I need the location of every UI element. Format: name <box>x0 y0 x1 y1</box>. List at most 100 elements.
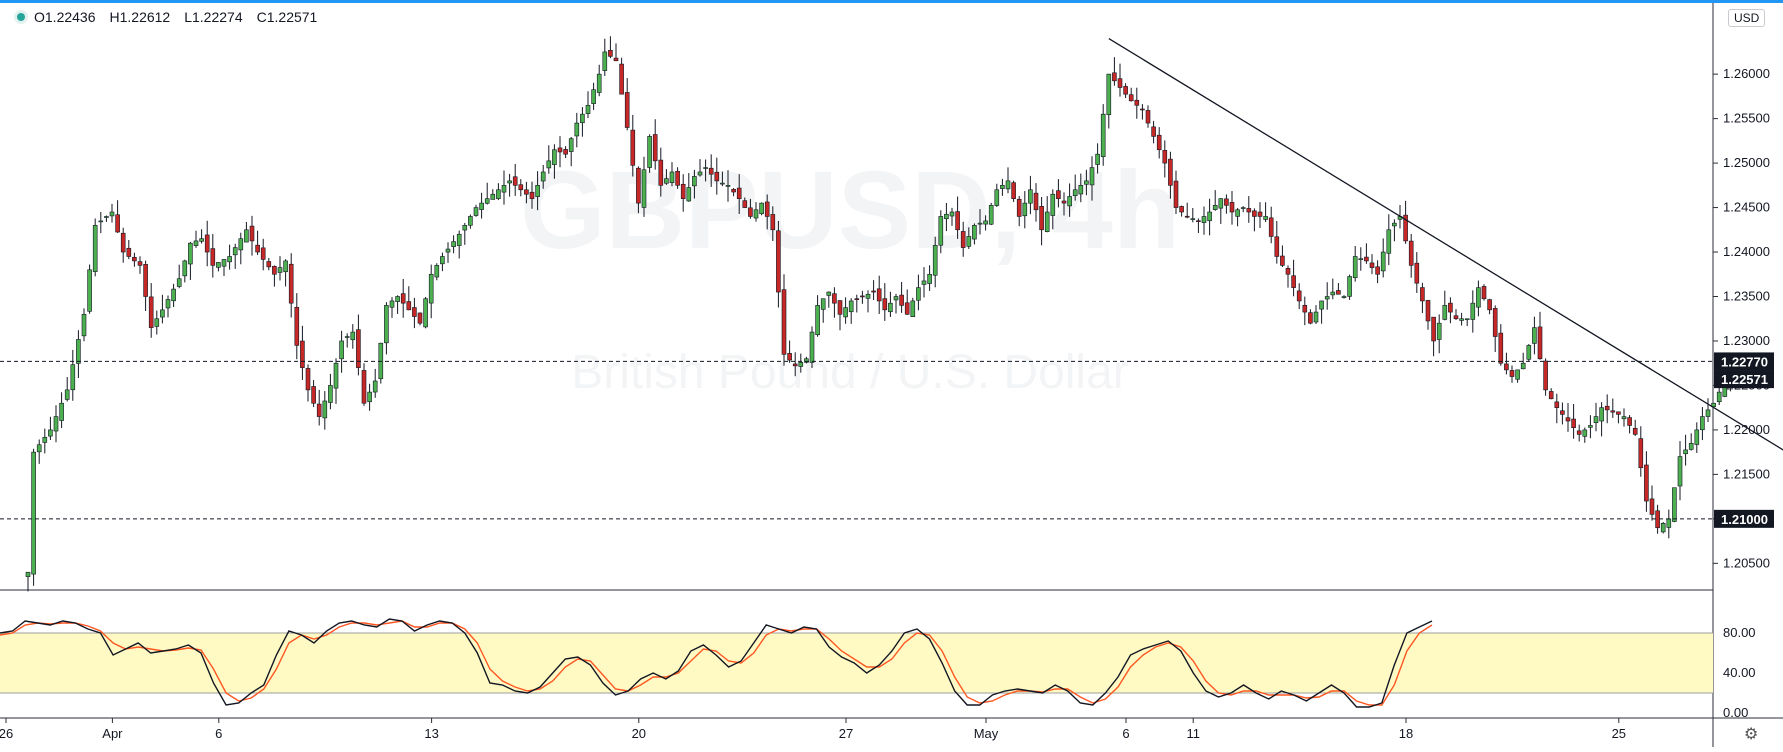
candle-up <box>1599 407 1604 422</box>
candle-down <box>1112 72 1117 82</box>
candle-up <box>496 189 501 199</box>
candle-up <box>1716 391 1722 403</box>
candle-up <box>1705 409 1711 417</box>
candle-up <box>1207 211 1212 222</box>
candle-down <box>871 290 876 293</box>
currency-button[interactable]: USD <box>1728 9 1766 27</box>
candle-up <box>720 182 725 185</box>
candle-down <box>1173 180 1179 208</box>
candle-up <box>176 278 182 287</box>
candle-up <box>916 287 921 301</box>
candle-up <box>826 291 832 296</box>
candle-down <box>1140 108 1145 111</box>
candle-up <box>1067 196 1072 207</box>
candle-down <box>1011 182 1016 199</box>
price-chart-svg[interactable]: GBPUSD, 4h British Pound / U.S. Dollar 1.2… <box>0 3 1783 747</box>
candle-up <box>1028 189 1033 204</box>
candle-up <box>104 216 109 218</box>
candle-up <box>1078 185 1084 195</box>
candle-down <box>417 312 423 324</box>
candle-down <box>1504 363 1509 371</box>
candle-up <box>423 298 428 328</box>
candle-up <box>221 259 227 267</box>
candle-up <box>384 305 389 344</box>
candle-up <box>820 298 826 310</box>
candle-up <box>848 300 854 313</box>
candle-up <box>1386 229 1392 254</box>
candle-down <box>1257 211 1263 217</box>
candle-down <box>708 167 714 175</box>
candle-down <box>882 298 888 311</box>
price-tick-label: 1.24500 <box>1723 200 1770 215</box>
candle-down <box>1610 410 1616 413</box>
candle-down <box>776 230 781 293</box>
candle-up <box>944 213 949 220</box>
candle-down <box>356 329 361 368</box>
candle-up <box>1106 73 1112 116</box>
gear-icon[interactable]: ⚙ <box>1744 726 1759 743</box>
candle-up <box>87 269 92 312</box>
candle-up <box>602 51 608 71</box>
candle-up <box>25 571 31 577</box>
candle-up <box>1582 429 1588 437</box>
candle-up <box>949 211 955 217</box>
candle-down <box>412 307 417 317</box>
candle-up <box>1436 322 1442 340</box>
candle-up <box>1683 449 1688 455</box>
candle-down <box>288 263 294 304</box>
candle-down <box>680 183 686 199</box>
candle-up <box>669 171 675 183</box>
candle-up <box>1470 302 1476 320</box>
resistance-trendline[interactable] <box>1108 38 1783 490</box>
candle-up <box>966 236 972 247</box>
candle-up <box>328 385 333 403</box>
candle-up <box>339 340 344 360</box>
legend-close: C1.22571 <box>256 9 318 25</box>
time-tick-label: May <box>974 726 999 741</box>
candle-up <box>1593 416 1599 423</box>
candle-up <box>1666 518 1672 528</box>
chart-area[interactable]: GBPUSD, 4h British Pound / U.S. Dollar 1.2… <box>0 3 1783 747</box>
candle-down <box>1168 158 1173 186</box>
candle-up <box>92 225 98 272</box>
candle-down <box>557 147 563 153</box>
candle-up <box>1694 429 1700 445</box>
candle-down <box>1548 391 1554 400</box>
candle-down <box>1448 302 1453 313</box>
candle-down <box>1425 300 1431 322</box>
candle-up <box>1700 416 1705 431</box>
candle-down <box>529 191 535 199</box>
time-tick-label: Apr <box>102 726 123 741</box>
symbol-status-icon[interactable] <box>14 10 28 24</box>
time-tick-label: 6 <box>215 726 222 741</box>
candle-up <box>1442 305 1448 320</box>
candle-up <box>809 331 815 363</box>
candle-down <box>1285 267 1291 275</box>
price-label-text: 1.22770 <box>1721 354 1768 369</box>
candle-up <box>507 180 512 184</box>
candle-down <box>624 92 630 128</box>
candle-down <box>137 261 143 266</box>
candle-up <box>1526 345 1532 360</box>
price-tick-label: 1.20500 <box>1723 555 1770 570</box>
candle-up <box>664 178 669 184</box>
candle-down <box>837 300 843 315</box>
candle-down <box>524 189 529 195</box>
candle-down <box>714 171 720 182</box>
candle-down <box>518 184 524 191</box>
candle-down <box>1576 430 1582 435</box>
price-label-text: 1.22571 <box>1721 372 1768 387</box>
candle-up <box>428 273 434 304</box>
candle-up <box>1515 369 1520 380</box>
candle-up <box>473 207 479 216</box>
candle-up <box>1044 211 1050 232</box>
candle-up <box>815 305 820 336</box>
candle-down <box>120 232 126 253</box>
candle-up <box>216 262 221 268</box>
time-tick-label: 26 <box>0 726 13 741</box>
candle-up <box>389 300 395 308</box>
candle-down <box>1252 210 1257 217</box>
time-tick-label: 27 <box>839 726 853 741</box>
candle-up <box>1532 327 1537 344</box>
time-tick-label: 13 <box>424 726 438 741</box>
